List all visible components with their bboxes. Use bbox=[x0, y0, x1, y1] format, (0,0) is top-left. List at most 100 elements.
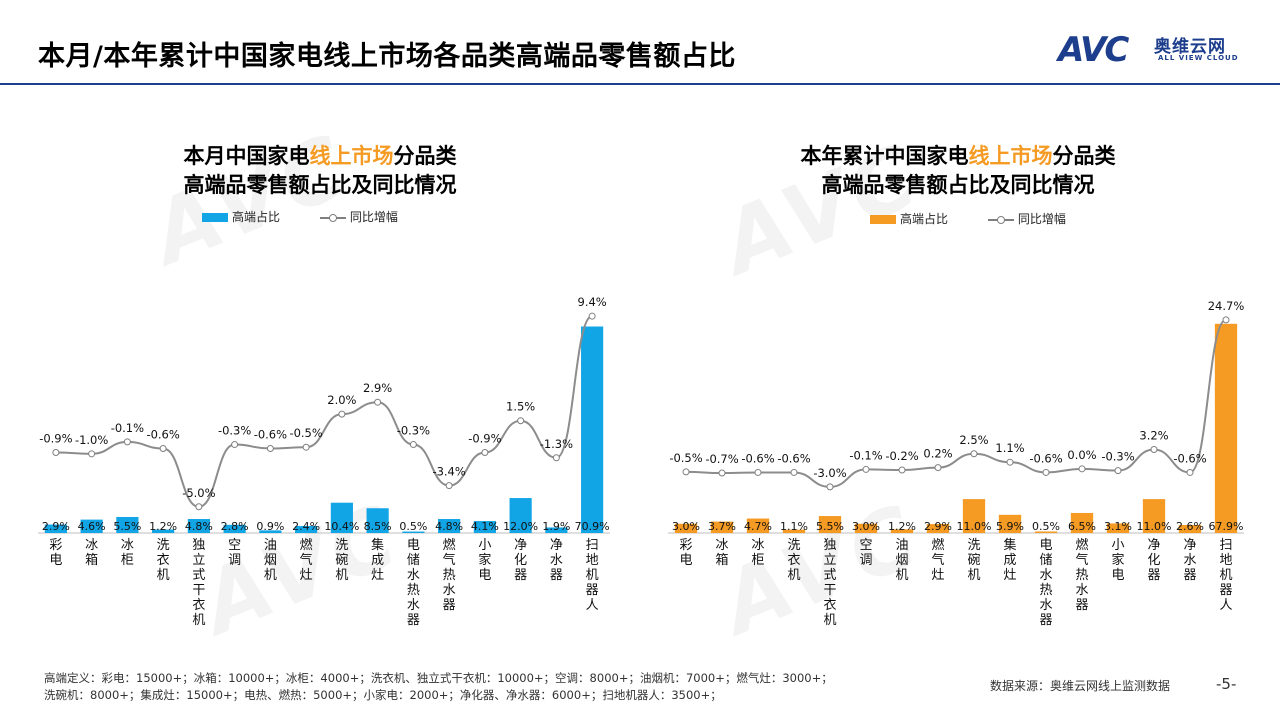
category-label: 彩电 bbox=[679, 538, 692, 568]
bar bbox=[1034, 531, 1058, 533]
legend-line-swatch bbox=[319, 213, 346, 222]
category-label: 空调 bbox=[859, 538, 872, 568]
bar-value-label: 2.4% bbox=[292, 520, 320, 533]
bar bbox=[998, 514, 1022, 533]
left-chart-title: 本月中国家电线上市场分品类 高端品零售额占比及同比情况 bbox=[60, 142, 580, 200]
legend-bar-swatch bbox=[870, 215, 896, 224]
page-number: -5- bbox=[1216, 675, 1237, 693]
title-text: 本年累计中国家电 bbox=[800, 144, 969, 168]
line-value-label: -0.5% bbox=[669, 451, 702, 465]
line-point bbox=[754, 468, 762, 476]
category-label: 净水器 bbox=[1183, 538, 1196, 583]
line-value-label: -5.0% bbox=[182, 486, 215, 500]
category-label: 燃气灶 bbox=[931, 537, 944, 583]
line-value-label: -0.6% bbox=[1173, 451, 1206, 465]
bar bbox=[962, 499, 986, 533]
bar bbox=[1106, 523, 1130, 533]
category-label: 洗碗机 bbox=[335, 538, 348, 583]
category-label: 燃气热水器 bbox=[443, 537, 456, 613]
category-label: 冰箱 bbox=[85, 538, 98, 568]
bar bbox=[295, 526, 318, 533]
left-chart-legend: 高端占比 同比增幅 bbox=[202, 208, 434, 225]
title-text: 本月中国家电 bbox=[183, 144, 310, 168]
line-value-label: 1.1% bbox=[995, 441, 1024, 455]
left-combo-chart: 2.9% 彩电 4.6% 冰箱 5.5% 冰柜 1.2% 洗衣机 4.8% 独立式干衣机 2.8% 空… bbox=[38, 295, 610, 628]
line-point bbox=[718, 469, 726, 477]
bar-value-label: 8.5% bbox=[364, 520, 392, 533]
line-value-label: -0.3% bbox=[397, 424, 430, 438]
bar bbox=[152, 529, 175, 533]
category-label: 扫地机器人 bbox=[586, 538, 599, 613]
line-point bbox=[1006, 458, 1014, 466]
bar bbox=[782, 529, 806, 533]
line-value-label: 2.9% bbox=[363, 381, 392, 395]
bar-value-label: 11.0% bbox=[957, 520, 992, 533]
bar-value-label: 11.0% bbox=[1137, 520, 1172, 533]
line-point bbox=[682, 468, 690, 476]
bar-value-label: 4.6% bbox=[78, 520, 106, 533]
line-point bbox=[1114, 467, 1122, 475]
line-value-label: -3.0% bbox=[813, 466, 846, 480]
line-point bbox=[266, 445, 274, 453]
bar bbox=[187, 519, 210, 533]
line-point bbox=[195, 503, 203, 511]
line-value-label: -3.4% bbox=[432, 465, 465, 479]
category-label: 彩电 bbox=[49, 538, 62, 568]
bar-value-label: 2.9% bbox=[42, 520, 70, 533]
category-label: 净水器 bbox=[550, 538, 563, 583]
category-label: 洗衣机 bbox=[787, 538, 800, 583]
bar bbox=[402, 531, 425, 533]
line-point bbox=[159, 445, 167, 453]
bar-value-label: 3.0% bbox=[852, 520, 880, 533]
line-point bbox=[1042, 468, 1050, 476]
line-value-label: -0.3% bbox=[1101, 450, 1134, 464]
data-source: 数据来源：奥维云网线上监测数据 bbox=[990, 679, 1171, 693]
line-point bbox=[898, 466, 906, 474]
bar-value-label: 3.7% bbox=[708, 520, 736, 533]
bar-value-label: 5.5% bbox=[113, 520, 141, 533]
bar bbox=[473, 521, 496, 533]
category-label: 独立式干衣机 bbox=[192, 538, 205, 628]
category-label: 燃气灶 bbox=[300, 537, 313, 583]
line-point bbox=[481, 449, 489, 456]
line-point bbox=[409, 441, 417, 449]
line-value-label: -1.0% bbox=[75, 433, 108, 447]
line-point bbox=[1078, 465, 1086, 473]
bar-value-label: 1.1% bbox=[780, 520, 808, 533]
line-value-label: -0.3% bbox=[218, 424, 251, 438]
line-value-label: -0.6% bbox=[741, 451, 774, 465]
bar-value-label: 2.9% bbox=[924, 520, 952, 533]
title-line2: 高端品零售额占比及同比情况 bbox=[183, 173, 457, 197]
category-label: 空调 bbox=[228, 538, 241, 568]
footnote: 高端定义：彩电：15000+；冰箱：10000+；冰柜：4000+；洗衣机、独立… bbox=[44, 671, 833, 702]
bar-value-label: 6.5% bbox=[1068, 520, 1096, 533]
legend-bar-label: 高端占比 bbox=[900, 212, 949, 226]
category-label: 扫地机器人 bbox=[1219, 538, 1232, 613]
right-chart-title: 本年累计中国家电线上市场分品类 高端品零售额占比及同比情况 bbox=[698, 142, 1218, 200]
line-point bbox=[1150, 446, 1158, 454]
bar bbox=[1142, 499, 1166, 533]
legend-bar-swatch bbox=[202, 213, 228, 222]
line-point bbox=[123, 438, 131, 446]
line-point bbox=[970, 450, 978, 458]
line-value-label: -0.5% bbox=[289, 426, 322, 440]
line-point bbox=[338, 410, 346, 418]
right-combo-chart: 3.0% 彩电 3.7% 冰箱 4.7% 冰柜 1.1% 洗衣机 5.5% 独立式干衣机 3.0% 空… bbox=[668, 299, 1244, 628]
title-divider bbox=[0, 83, 1280, 85]
bar-value-label: 0.9% bbox=[256, 520, 284, 533]
bar bbox=[1070, 512, 1094, 533]
line-point bbox=[934, 464, 942, 472]
bar bbox=[80, 519, 103, 533]
bar bbox=[509, 498, 532, 533]
bar bbox=[746, 518, 770, 533]
line-value-label: -0.6% bbox=[1029, 451, 1062, 465]
category-label: 集成灶 bbox=[1003, 537, 1016, 583]
bar-value-label: 0.5% bbox=[399, 520, 427, 533]
line-value-label: -0.9% bbox=[39, 432, 72, 446]
title-highlight: 线上市场 bbox=[309, 144, 394, 168]
line-point bbox=[1222, 316, 1230, 324]
logo-english-name: ALL VIEW CLOUD bbox=[1158, 54, 1239, 62]
category-label: 集成灶 bbox=[371, 537, 384, 583]
bar-value-label: 1.2% bbox=[888, 520, 916, 533]
bar bbox=[890, 529, 914, 533]
